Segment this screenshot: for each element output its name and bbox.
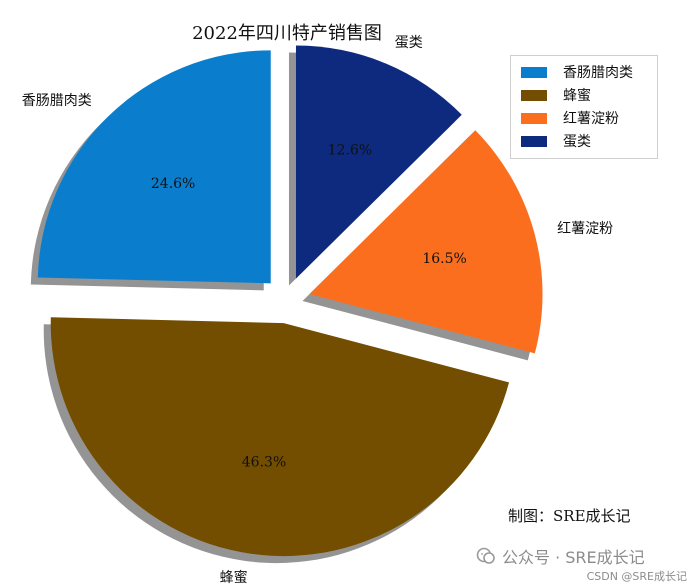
- legend-label-honey: 蜂蜜: [563, 88, 591, 104]
- pct-label-sausage: 24.6%: [151, 176, 195, 192]
- category-label-sausage: 香肠腊肉类: [22, 93, 92, 109]
- legend-swatch-sausage: [521, 66, 547, 78]
- legend-label-sausage: 香肠腊肉类: [563, 65, 633, 81]
- csdn-watermark: CSDN @SRE成长记: [586, 570, 687, 583]
- wechat-watermark: 公众号 · SRE成长记: [476, 544, 645, 568]
- legend: 香肠腊肉类 蜂蜜 红薯淀粉 蛋类: [510, 55, 658, 159]
- pie-slices: [37, 45, 543, 557]
- pct-label-honey: 46.3%: [242, 454, 286, 470]
- pie-labels: 24.6% 香肠腊肉类 46.3% 蜂蜜 16.5% 红薯淀粉 12.6% 蛋类: [22, 35, 613, 586]
- legend-item-honey: 蜂蜜: [521, 86, 591, 104]
- legend-item-sausage: 香肠腊肉类: [521, 63, 633, 81]
- legend-swatch-eggs: [521, 135, 547, 147]
- chart-credit: 制图：SRE成长记: [508, 507, 631, 525]
- category-label-eggs: 蛋类: [395, 35, 423, 51]
- pct-label-starch: 16.5%: [422, 251, 466, 267]
- legend-label-starch: 红薯淀粉: [563, 111, 619, 127]
- pie-slice-eggs: [295, 45, 462, 279]
- category-label-starch: 红薯淀粉: [557, 221, 613, 237]
- pie-slice-sausage: [37, 50, 271, 284]
- legend-item-starch: 红薯淀粉: [521, 109, 619, 127]
- legend-label-eggs: 蛋类: [563, 134, 591, 150]
- legend-swatch-honey: [521, 89, 547, 101]
- pct-label-eggs: 12.6%: [328, 143, 372, 159]
- chart-title: 2022年四川特产销售图: [192, 23, 382, 44]
- wechat-icon: [476, 547, 495, 564]
- wechat-watermark-text: 公众号 · SRE成长记: [502, 548, 645, 567]
- pie-slice-starch: [309, 130, 543, 354]
- legend-swatch-starch: [521, 112, 547, 124]
- category-label-honey: 蜂蜜: [220, 570, 248, 586]
- legend-item-eggs: 蛋类: [521, 132, 591, 150]
- pie-slice-honey: [50, 317, 510, 557]
